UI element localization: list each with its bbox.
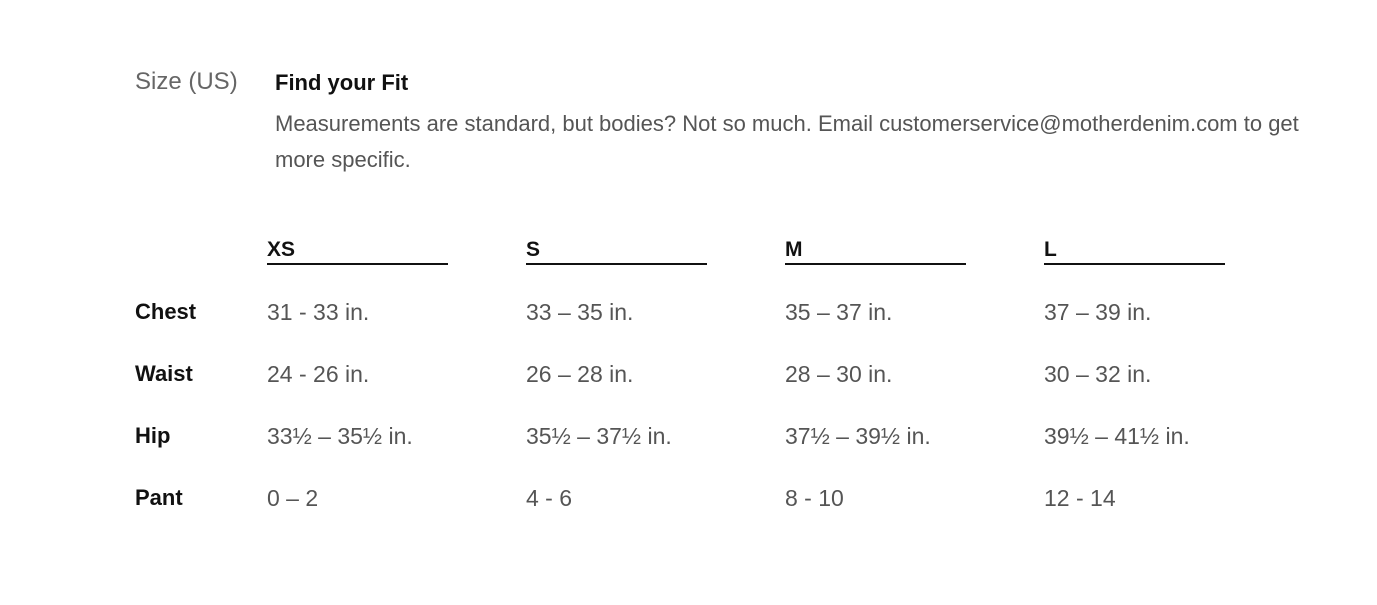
table-cell: 39½ – 41½ in.: [1044, 423, 1190, 449]
table-cell: 37½ – 39½ in.: [785, 423, 931, 449]
table-cell: 30 – 32 in.: [1044, 361, 1152, 387]
row-label: Waist: [135, 361, 193, 386]
table-cell: 35 – 37 in.: [785, 299, 893, 325]
table-cell: 26 – 28 in.: [526, 361, 634, 387]
table-cell: 28 – 30 in.: [785, 361, 893, 387]
column-header-l: L: [1044, 238, 1225, 265]
column-header-s: S: [526, 238, 707, 265]
table-cell: 8 - 10: [785, 485, 844, 511]
column-header-xs: XS: [267, 238, 448, 265]
table-cell: 0 – 2: [267, 485, 319, 511]
table-cell: 35½ – 37½ in.: [526, 423, 672, 449]
row-label: Hip: [135, 423, 171, 448]
table-cell: 4 - 6: [526, 485, 573, 511]
fit-title: Find your Fit: [275, 70, 409, 95]
table-cell: 37 – 39 in.: [1044, 299, 1152, 325]
row-label: Chest: [135, 299, 197, 324]
table-cell: 31 - 33 in.: [267, 299, 370, 325]
table-cell: 24 - 26 in.: [267, 361, 370, 387]
row-label: Pant: [135, 485, 183, 510]
fit-description: Measurements are standard, but bodies? N…: [275, 111, 1299, 172]
table-cell: 33 – 35 in.: [526, 299, 634, 325]
table-cell: 33½ – 35½ in.: [267, 423, 413, 449]
table-cell: 12 - 14: [1044, 485, 1116, 511]
size-region-label: Size (US): [135, 68, 238, 95]
column-header-m: M: [785, 238, 966, 265]
